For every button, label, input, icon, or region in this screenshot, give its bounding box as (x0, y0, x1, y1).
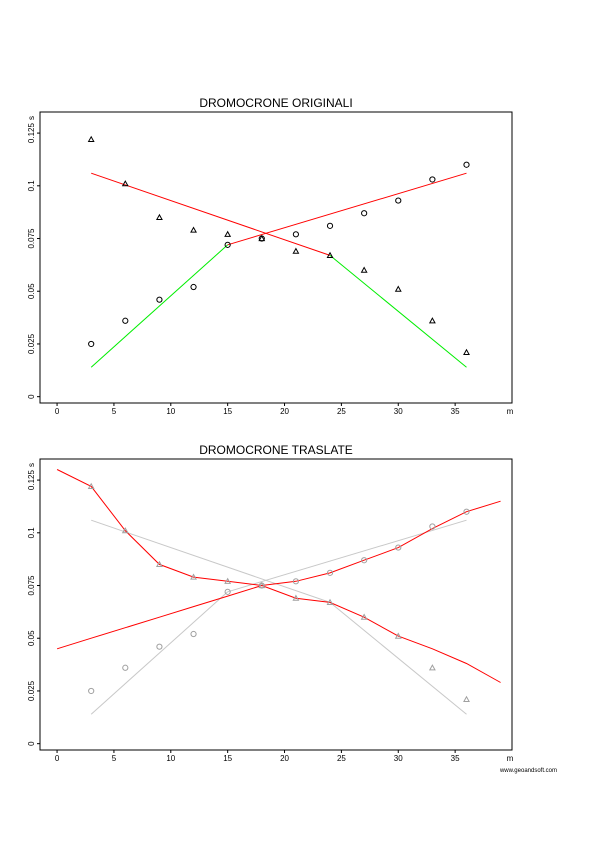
series-line-2 (227, 172, 467, 246)
x-axis-label: m (507, 407, 514, 416)
x-tick-label: 35 (451, 407, 460, 416)
plot-frame (39, 458, 513, 751)
triangle-point (87, 135, 95, 142)
triangle-point (326, 251, 334, 258)
triangle-point (428, 317, 436, 324)
circle-point (122, 664, 129, 671)
y-tick-label: 0.1 (27, 527, 36, 539)
series-line-1 (91, 172, 331, 256)
circle-point (463, 161, 470, 168)
triangle-point (463, 348, 470, 355)
x-tick-label: 10 (166, 407, 175, 416)
x-axis-label: m (507, 754, 514, 763)
triangle-point (463, 695, 470, 702)
circle-point (429, 523, 436, 530)
x-tick-label: 25 (337, 407, 346, 416)
y-tick-label: 0.025 (27, 333, 36, 354)
triangle-point (292, 594, 300, 601)
circle-point (326, 222, 334, 229)
x-tick-label: 15 (223, 407, 232, 416)
circle-point (224, 241, 231, 248)
series-line-6 (56, 500, 501, 650)
triangle-point (428, 664, 436, 671)
y-tick-label: 0.025 (27, 680, 36, 701)
y-axis-label: s (27, 116, 36, 120)
circle-point (122, 317, 129, 324)
x-tick-label: 20 (280, 754, 289, 763)
circle-point (190, 630, 197, 638)
triangle-point (224, 577, 232, 584)
plot-frame (39, 111, 513, 404)
triangle-point (326, 598, 334, 605)
circle-point (326, 569, 334, 576)
x-tick-label: 30 (394, 754, 403, 763)
circle-point (258, 235, 265, 242)
series-line-3 (90, 591, 229, 715)
triangle-point (87, 482, 95, 489)
series-line-4 (329, 602, 467, 715)
y-tick-label: 0.05 (27, 283, 36, 299)
triangle-point (394, 632, 402, 639)
y-tick-label: 0 (27, 741, 36, 746)
series-line-3 (90, 244, 229, 368)
triangle-point (224, 230, 232, 237)
x-tick-label: 15 (223, 754, 232, 763)
x-tick-label: 20 (280, 407, 289, 416)
y-axis-label: s (27, 463, 36, 467)
triangle-point (190, 573, 197, 580)
triangle-point (360, 266, 368, 273)
x-tick-label: 30 (394, 407, 403, 416)
x-tick-label: 10 (166, 754, 175, 763)
circle-point (292, 578, 300, 585)
x-tick-label: 5 (112, 407, 117, 416)
chart-title: DROMOCRONE ORIGINALI (199, 96, 352, 110)
triangle-point (394, 285, 402, 292)
triangle-point (155, 560, 163, 568)
triangle-point (190, 226, 197, 233)
chart-dromocrone-traslate: DROMOCRONE TRASLATE 0 5 10 15 20 25 30 35 m 0 0.025… (27, 443, 514, 763)
footer-credit: www.geoandsoft.com (499, 768, 557, 774)
circle-point (292, 231, 300, 238)
x-tick-label: 0 (55, 407, 60, 416)
chart-title: DROMOCRONE TRASLATE (199, 443, 353, 457)
triangle-point (258, 581, 266, 589)
series-line-2 (227, 519, 467, 593)
y-tick-label: 0.075 (27, 228, 36, 249)
circle-point (429, 176, 436, 183)
triangle-point (121, 180, 129, 187)
circle-point (88, 687, 95, 695)
circle-point (395, 544, 402, 551)
chart-dromocrone-originali: DROMOCRONE ORIGINALI 0 5 10 15 20 25 30 35 m 0 0.02… (27, 96, 514, 416)
circle-point (395, 197, 402, 204)
y-tick-label: 0.125 (27, 123, 36, 144)
circle-point (190, 283, 197, 291)
x-tick-label: 35 (451, 754, 460, 763)
x-tick-label: 5 (112, 754, 117, 763)
circle-point (156, 643, 163, 650)
y-tick-label: 0.075 (27, 575, 36, 596)
circle-point (258, 582, 265, 589)
circle-point (224, 588, 231, 595)
y-tick-label: 0.1 (27, 180, 36, 192)
triangle-point (155, 213, 163, 221)
circle-point (88, 340, 95, 348)
x-tick-label: 25 (337, 754, 346, 763)
triangle-point (121, 527, 129, 534)
series-line-1 (91, 519, 331, 603)
x-tick-label: 0 (55, 754, 60, 763)
triangle-point (360, 613, 368, 620)
triangle-point (258, 234, 266, 242)
y-tick-label: 0 (27, 394, 36, 399)
circle-point (156, 296, 163, 303)
triangle-point (292, 247, 300, 254)
circle-point (361, 557, 368, 564)
y-tick-label: 0.05 (27, 630, 36, 646)
series-line-5 (56, 469, 501, 683)
circle-point (361, 210, 368, 217)
series-line-4 (329, 255, 467, 368)
y-tick-label: 0.125 (27, 470, 36, 491)
circle-point (463, 508, 470, 515)
